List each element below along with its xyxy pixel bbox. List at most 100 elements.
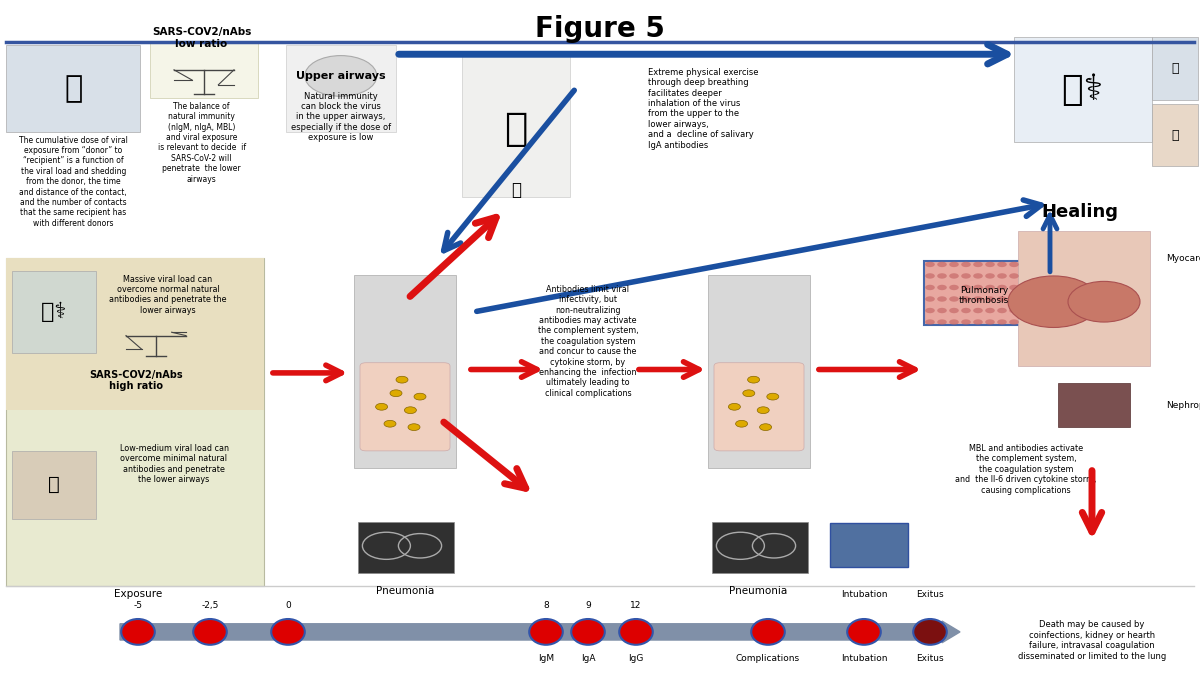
FancyBboxPatch shape — [6, 258, 264, 586]
Circle shape — [1009, 285, 1019, 290]
Text: Pneumonia: Pneumonia — [377, 586, 434, 597]
Text: IgA: IgA — [581, 654, 595, 662]
Text: Exitus: Exitus — [916, 591, 944, 599]
Text: Exitus: Exitus — [916, 654, 944, 662]
Text: MBL and antibodies activate
the complement system,
the coagulation system
and  t: MBL and antibodies activate the compleme… — [955, 444, 1097, 495]
Circle shape — [949, 319, 959, 325]
Ellipse shape — [751, 619, 785, 645]
FancyBboxPatch shape — [12, 451, 96, 519]
FancyBboxPatch shape — [1018, 231, 1150, 366]
Circle shape — [305, 56, 377, 96]
Text: ⚽: ⚽ — [511, 181, 521, 199]
Circle shape — [973, 319, 983, 325]
Ellipse shape — [529, 619, 563, 645]
Circle shape — [404, 407, 416, 414]
FancyBboxPatch shape — [360, 363, 450, 451]
FancyBboxPatch shape — [12, 271, 96, 353]
Circle shape — [396, 376, 408, 383]
FancyBboxPatch shape — [830, 523, 908, 567]
Text: -2,5: -2,5 — [202, 601, 218, 610]
Text: Myocarditis: Myocarditis — [1166, 254, 1200, 264]
Circle shape — [937, 262, 947, 267]
Text: 👫: 👫 — [1171, 62, 1178, 75]
Circle shape — [1009, 273, 1019, 279]
Circle shape — [937, 296, 947, 302]
Circle shape — [985, 285, 995, 290]
Circle shape — [757, 407, 769, 414]
Circle shape — [376, 403, 388, 410]
Text: -5: -5 — [133, 601, 143, 610]
Text: The cumulative dose of viral
exposure from “donor” to
“recipient” is a function : The cumulative dose of viral exposure fr… — [19, 136, 127, 228]
Circle shape — [760, 424, 772, 431]
Circle shape — [925, 285, 935, 290]
Circle shape — [973, 285, 983, 290]
Circle shape — [925, 296, 935, 302]
Text: Death may be caused by
coinfections, kidney or hearth
failure, intravasal coagul: Death may be caused by coinfections, kid… — [1018, 620, 1166, 660]
FancyBboxPatch shape — [1058, 383, 1130, 427]
Circle shape — [997, 296, 1007, 302]
Ellipse shape — [271, 619, 305, 645]
Circle shape — [997, 273, 1007, 279]
FancyBboxPatch shape — [6, 258, 264, 410]
Text: Massive viral load can
overcome normal natural
antibodies and penetrate the
lowe: Massive viral load can overcome normal n… — [109, 275, 227, 315]
Circle shape — [973, 262, 983, 267]
Text: 👨‍⚕️: 👨‍⚕️ — [41, 302, 67, 322]
Text: Nephropathy: Nephropathy — [1166, 401, 1200, 410]
Circle shape — [985, 319, 995, 325]
Circle shape — [414, 393, 426, 400]
Circle shape — [961, 285, 971, 290]
Circle shape — [408, 424, 420, 431]
Text: Pneumonia: Pneumonia — [730, 586, 787, 597]
Ellipse shape — [571, 619, 605, 645]
Circle shape — [985, 296, 995, 302]
Circle shape — [736, 420, 748, 427]
Circle shape — [937, 285, 947, 290]
Circle shape — [997, 285, 1007, 290]
Circle shape — [949, 262, 959, 267]
FancyBboxPatch shape — [1014, 37, 1152, 142]
Circle shape — [390, 390, 402, 397]
Text: 🏃: 🏃 — [504, 110, 528, 148]
Circle shape — [937, 273, 947, 279]
Ellipse shape — [193, 619, 227, 645]
Circle shape — [997, 308, 1007, 313]
Text: Complications: Complications — [736, 654, 800, 662]
Text: 👨‍⚕️: 👨‍⚕️ — [1062, 73, 1104, 107]
Text: Low-medium viral load can
overcome minimal natural
antibodies and penetrate
the : Low-medium viral load can overcome minim… — [120, 444, 228, 484]
Text: Intubation: Intubation — [841, 654, 887, 662]
FancyBboxPatch shape — [286, 45, 396, 132]
Circle shape — [767, 393, 779, 400]
Text: Intubation: Intubation — [841, 591, 887, 599]
Circle shape — [961, 296, 971, 302]
Circle shape — [961, 319, 971, 325]
Circle shape — [997, 319, 1007, 325]
FancyBboxPatch shape — [358, 522, 454, 573]
Ellipse shape — [847, 619, 881, 645]
Circle shape — [743, 390, 755, 397]
Text: 👫: 👫 — [48, 475, 60, 494]
Circle shape — [1009, 262, 1019, 267]
Circle shape — [949, 285, 959, 290]
Circle shape — [973, 273, 983, 279]
Circle shape — [961, 273, 971, 279]
Circle shape — [1009, 296, 1019, 302]
Circle shape — [937, 308, 947, 313]
FancyBboxPatch shape — [354, 275, 456, 468]
Circle shape — [949, 296, 959, 302]
Circle shape — [961, 308, 971, 313]
Circle shape — [997, 262, 1007, 267]
Circle shape — [925, 308, 935, 313]
Ellipse shape — [913, 619, 947, 645]
Text: 👫: 👫 — [1171, 129, 1178, 142]
Circle shape — [973, 308, 983, 313]
Text: IgG: IgG — [629, 654, 643, 662]
Text: Figure 5: Figure 5 — [535, 15, 665, 43]
FancyBboxPatch shape — [708, 275, 810, 468]
Text: IgM: IgM — [538, 654, 554, 662]
FancyBboxPatch shape — [924, 261, 1020, 325]
FancyBboxPatch shape — [712, 522, 808, 573]
Circle shape — [985, 262, 995, 267]
Text: 12: 12 — [630, 601, 642, 610]
FancyBboxPatch shape — [6, 45, 140, 132]
Text: Natural immunity
can block the virus
in the upper airways,
especially if the dos: Natural immunity can block the virus in … — [290, 92, 391, 142]
